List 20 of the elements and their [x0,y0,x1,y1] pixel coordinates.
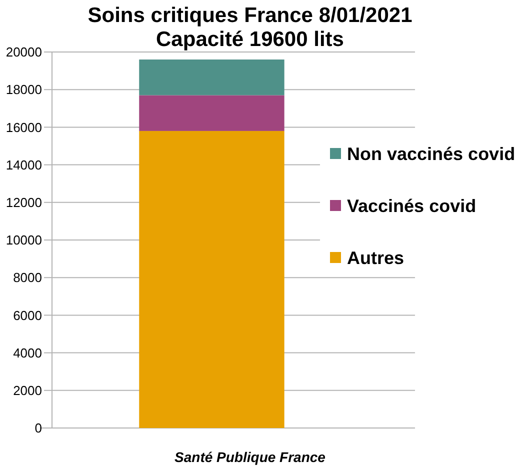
text: Santé Publique France [174,449,326,465]
legend-label: Vaccinés covid [347,196,476,216]
legend-label: Autres [347,248,404,268]
bar [139,60,284,96]
legend-label: Non vaccinés covid [347,144,516,164]
bar [139,130,284,428]
y-tick-label: 18000 [6,82,42,98]
chart-subtitle: Capacité 19600 lits [156,28,344,51]
bar [139,95,284,131]
y-tick-label: 12000 [6,194,42,210]
y-tick-label: 4000 [13,345,42,360]
y-tick-label: 20000 [6,44,42,60]
chart-title: Soins critiques France 8/01/2021 [88,4,413,27]
y-tick-label: 16000 [6,120,42,135]
y-tick-label: 0 [34,420,42,436]
y-tick-label: 14000 [6,157,42,172]
y-tick-label: 10000 [6,232,42,248]
y-tick-label: 8000 [13,270,42,286]
y-tick-label: 6000 [13,308,42,323]
y-tick-label: 2000 [13,382,42,398]
